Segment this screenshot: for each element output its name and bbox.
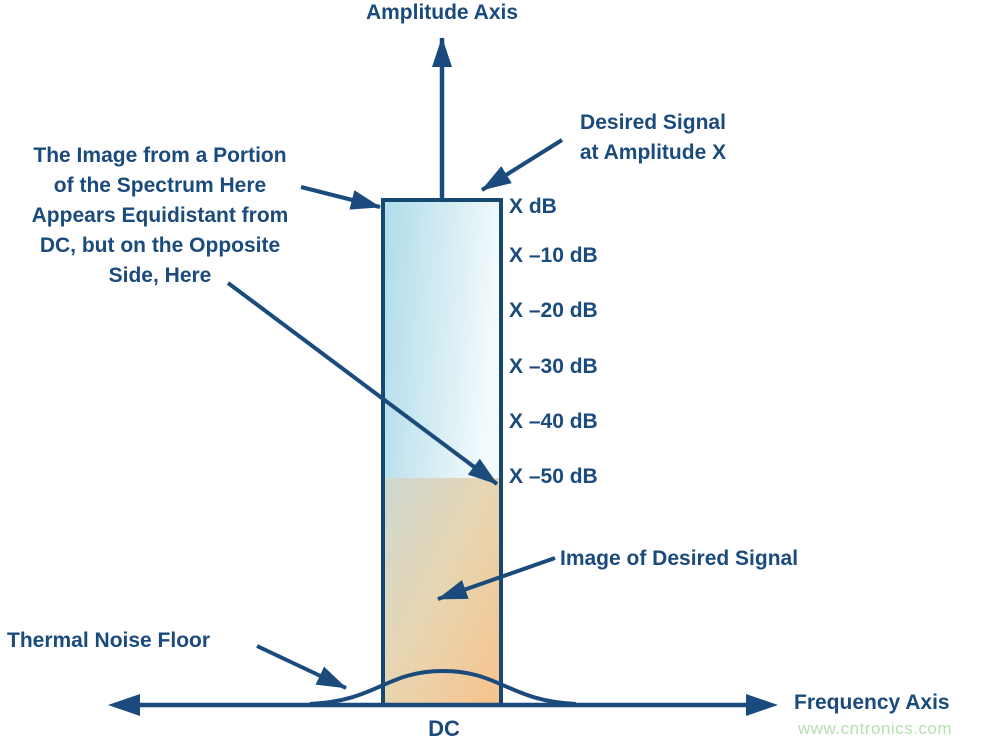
- db-tick-label-20: X –20 dB: [509, 299, 598, 322]
- db-tick-label-40: X –40 dB: [509, 410, 598, 433]
- db-tick-label-50: X –50 dB: [509, 465, 598, 488]
- frequency-axis-label: Frequency Axis: [794, 691, 950, 714]
- thermal-noise-label: Thermal Noise Floor: [7, 629, 211, 652]
- amplitude-axis-label: Amplitude Axis: [365, 1, 519, 24]
- desired-signal-note: Desired Signal at Amplitude X: [530, 108, 776, 168]
- image-explanation-note: The Image from a Portion of the Spectrum…: [1, 141, 319, 291]
- image-explanation-line: Side, Here: [108, 264, 212, 287]
- thermal-noise-curve: [309, 668, 577, 706]
- thermal-noise-arrow: [256, 644, 347, 690]
- db-tick-label-0: X dB: [509, 195, 557, 218]
- image-signal-arrow: [437, 556, 556, 601]
- image-explanation-line: DC, but on the Opposite: [39, 234, 281, 257]
- image-explanation-line: of the Spectrum Here: [53, 174, 267, 197]
- image-explanation-line: Appears Equidistant from: [31, 204, 289, 227]
- desired-signal-note-line2: at Amplitude X: [579, 141, 727, 164]
- desired-signal-note-line1: Desired Signal: [580, 111, 726, 134]
- db-tick-label-10: X –10 dB: [509, 244, 598, 267]
- desired-signal-arrow: [480, 138, 564, 192]
- left-note-long-arrow: [226, 281, 499, 486]
- desired-signal-bar: [383, 200, 501, 478]
- frequency-axis-left-arrowhead: [108, 694, 140, 716]
- frequency-axis-right-arrowhead: [746, 694, 778, 716]
- left-note-upper-arrow: [300, 185, 381, 210]
- image-signal-label: Image of Desired Signal: [560, 547, 799, 570]
- watermark-text: www.cntronics.com: [798, 719, 952, 738]
- db-tick-label-30: X –30 dB: [509, 355, 598, 378]
- image-explanation-line: The Image from a Portion: [33, 144, 287, 167]
- dc-label: DC: [428, 716, 460, 741]
